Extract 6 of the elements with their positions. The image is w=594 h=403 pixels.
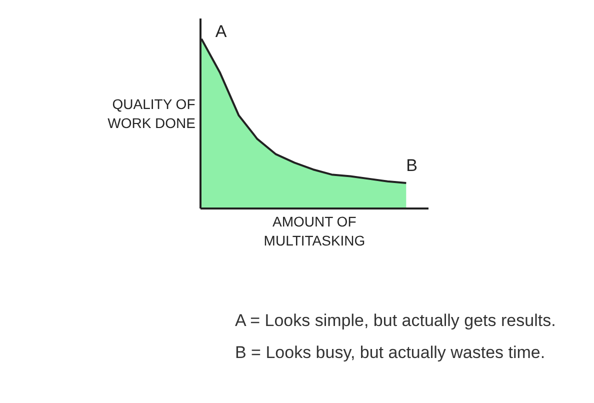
- text: A = Looks simple, but actually gets results.: [235, 310, 556, 332]
- annotation: A: [215, 22, 228, 41]
- y-axis-title: QUALITY OF WORK DONE: [108, 96, 196, 132]
- annotation: B: [406, 156, 418, 176]
- x-axis-title: AMOUNT OF MULTITASKING: [264, 214, 366, 249]
- text: B = Looks busy, but actually wastes time.: [235, 342, 546, 364]
